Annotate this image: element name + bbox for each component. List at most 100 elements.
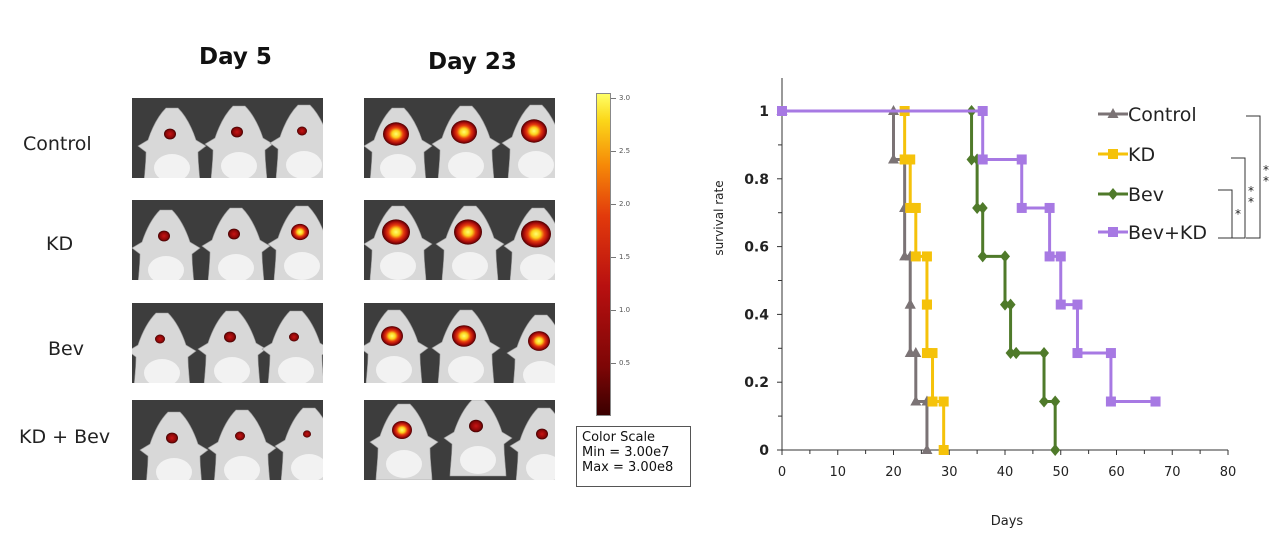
tumor-signal bbox=[297, 126, 307, 136]
color-scale-tick-label: 1.0 bbox=[619, 305, 631, 314]
data-point bbox=[905, 154, 916, 165]
data-point bbox=[927, 396, 938, 407]
data-point bbox=[1005, 347, 1016, 360]
tumor-signal bbox=[228, 228, 240, 240]
data-point bbox=[1055, 251, 1066, 262]
x-tick-label: 30 bbox=[941, 465, 958, 480]
data-point bbox=[1150, 396, 1161, 407]
tumor-signal bbox=[166, 432, 178, 444]
series-line-bev-kd bbox=[782, 109, 1156, 404]
significance-bracket-kd-label: * bbox=[1248, 195, 1254, 209]
color-scale-tick-label: 2.5 bbox=[619, 146, 631, 155]
data-point bbox=[1016, 154, 1027, 165]
bioluminescence-image bbox=[132, 303, 323, 383]
data-point bbox=[1050, 444, 1061, 456]
data-point bbox=[1072, 299, 1083, 310]
color-scale-tick-label: 3.0 bbox=[619, 93, 631, 102]
data-point bbox=[938, 396, 949, 407]
data-point bbox=[1005, 298, 1016, 311]
tumor-signal bbox=[536, 428, 548, 440]
legend-label: Bev bbox=[1128, 184, 1164, 206]
color-scale-tick bbox=[611, 150, 616, 152]
data-point bbox=[905, 202, 916, 213]
color-scale-tick-label: 0.5 bbox=[619, 358, 631, 367]
bioluminescence-image bbox=[132, 200, 323, 280]
tumor-signal bbox=[155, 334, 165, 344]
tumor-signal bbox=[454, 219, 482, 245]
color-scale-tick bbox=[611, 203, 616, 205]
x-axis-label: Days bbox=[991, 514, 1024, 529]
column-header-day23: Day 23 bbox=[428, 49, 517, 75]
color-scale-tick bbox=[611, 256, 616, 258]
data-point bbox=[1016, 202, 1027, 213]
tumor-signal bbox=[452, 325, 476, 347]
data-point bbox=[777, 106, 787, 116]
tumor-signal bbox=[164, 128, 176, 140]
x-tick-label: 60 bbox=[1108, 465, 1125, 480]
color-scale-tick-label: 2.0 bbox=[619, 199, 631, 208]
data-point bbox=[910, 251, 921, 262]
data-point bbox=[899, 154, 910, 165]
color-scale-title: Color Scale bbox=[582, 430, 656, 445]
color-scale-legend: Color Scale Min = 3.00e7 Max = 3.00e8 bbox=[576, 426, 691, 487]
significance-bracket-control-label: * bbox=[1263, 163, 1269, 177]
data-point bbox=[1105, 348, 1116, 359]
x-tick-label: 0 bbox=[778, 465, 786, 480]
y-tick-label: 0.2 bbox=[744, 375, 769, 391]
color-scale-min: Min = 3.00e7 bbox=[582, 445, 670, 460]
data-point bbox=[1000, 250, 1010, 263]
x-tick-label: 70 bbox=[1164, 465, 1181, 480]
bioluminescence-image bbox=[364, 400, 555, 480]
tumor-signal bbox=[231, 126, 243, 138]
data-point bbox=[1055, 299, 1066, 310]
tumor-signal bbox=[528, 331, 550, 351]
tumor-signal bbox=[235, 431, 245, 441]
x-tick-label: 10 bbox=[829, 465, 846, 480]
data-point bbox=[904, 298, 916, 309]
tumor-signal bbox=[381, 326, 403, 346]
data-point bbox=[1039, 347, 1050, 360]
color-scale-tick-label: 1.5 bbox=[619, 252, 631, 261]
color-scale-tick bbox=[611, 97, 616, 99]
color-scale-tick bbox=[611, 309, 616, 311]
data-point bbox=[888, 153, 899, 164]
tumor-signal bbox=[382, 219, 410, 245]
data-point bbox=[1000, 298, 1010, 311]
significance-bracket-control bbox=[1246, 115, 1261, 239]
color-scale-tick bbox=[611, 362, 616, 364]
y-tick-label: 0 bbox=[759, 443, 769, 459]
row-label-kd: KD bbox=[46, 233, 74, 255]
tumor-signal bbox=[303, 430, 311, 438]
tumor-signal bbox=[383, 122, 409, 146]
data-point bbox=[938, 445, 949, 455]
y-axis-label: survival rate bbox=[712, 180, 726, 255]
tumor-signal bbox=[158, 230, 170, 242]
data-point bbox=[972, 201, 983, 214]
data-point bbox=[910, 347, 922, 358]
y-tick-label: 0.8 bbox=[744, 172, 769, 188]
data-point bbox=[1072, 348, 1083, 359]
significance-bracket-control-label: * bbox=[1263, 174, 1269, 188]
y-tick-label: 0.6 bbox=[744, 240, 769, 256]
legend-label: KD bbox=[1128, 144, 1155, 166]
data-point bbox=[910, 395, 922, 406]
bioluminescence-image bbox=[364, 98, 555, 178]
bioluminescence-image bbox=[132, 400, 323, 480]
legend-marker bbox=[1107, 108, 1119, 118]
data-point bbox=[977, 250, 988, 263]
bioluminescence-image bbox=[364, 200, 555, 280]
bioluminescence-image bbox=[364, 303, 555, 383]
color-scale-bar bbox=[596, 93, 611, 416]
data-point bbox=[1044, 202, 1055, 213]
data-point bbox=[1039, 395, 1050, 408]
row-label-kd-bev: KD + Bev bbox=[19, 426, 111, 448]
tumor-signal bbox=[521, 220, 551, 248]
data-point bbox=[927, 348, 938, 359]
x-tick-label: 80 bbox=[1220, 465, 1237, 480]
data-point bbox=[1050, 395, 1061, 408]
data-point bbox=[921, 299, 932, 310]
legend-label: Control bbox=[1128, 104, 1197, 126]
significance-bracket-bev-label: * bbox=[1235, 207, 1241, 221]
row-label-control: Control bbox=[23, 133, 92, 155]
